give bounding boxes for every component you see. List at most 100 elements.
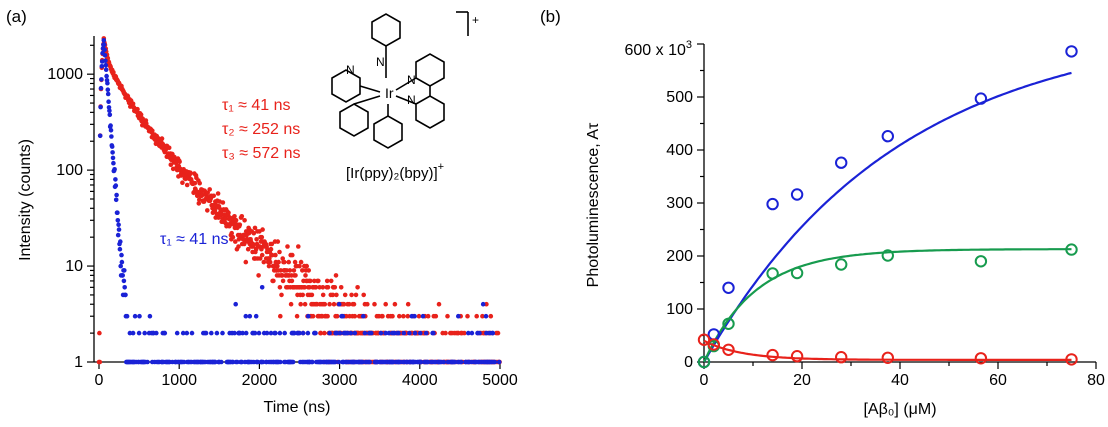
red-decay-point xyxy=(317,285,322,290)
blue-decay-point xyxy=(103,62,109,68)
blue-decay-point xyxy=(469,330,475,336)
blue-decay-point xyxy=(213,359,218,365)
blue-decay-point xyxy=(105,91,111,97)
blue-decay-point xyxy=(496,359,502,365)
red-decay-point xyxy=(205,190,210,196)
blue-decay-point xyxy=(300,330,306,336)
red-decay-point xyxy=(188,170,193,175)
blue-decay-point xyxy=(154,330,159,336)
blue-decay-point xyxy=(336,359,342,365)
red-decay-point xyxy=(287,268,293,273)
red-decay-point xyxy=(325,285,331,290)
green-fit-curve xyxy=(703,248,1072,363)
red-decay-point xyxy=(285,244,290,249)
red-decay-point xyxy=(425,313,431,319)
red-decay-point xyxy=(177,159,182,165)
red-decay-point xyxy=(322,301,328,307)
blue-decay-point xyxy=(108,128,114,133)
red-decay-point xyxy=(397,313,402,319)
blue-decay-point xyxy=(480,301,486,307)
x-tick-label: 5000 xyxy=(482,372,518,389)
red-decay-point xyxy=(252,225,258,231)
green-data-point xyxy=(697,355,711,369)
blue-decay-point xyxy=(392,330,397,336)
blue-decay-point xyxy=(219,359,224,365)
red-decay-point xyxy=(259,234,265,240)
red-decay-point xyxy=(243,259,249,265)
red-decay-point xyxy=(346,301,352,307)
red-decay-point xyxy=(309,292,315,298)
blue-decay-point xyxy=(106,105,112,110)
green-data-point xyxy=(722,317,735,330)
blue-decay-point xyxy=(292,330,297,336)
blue-data-point xyxy=(835,156,848,169)
red-decay-point xyxy=(328,278,334,284)
blue-decay-point xyxy=(122,268,127,273)
blue-decay-point xyxy=(107,108,112,114)
blue-decay-point xyxy=(107,112,113,118)
red-decay-point xyxy=(300,268,305,273)
red-decay-point xyxy=(233,239,238,244)
blue-decay-point xyxy=(255,359,261,365)
red-decay-point xyxy=(236,244,241,249)
red-lifetimes-annotation: τ₁ ≈ 41 ns τ₂ ≈ 252 ns τ₃ ≈ 572 ns xyxy=(222,97,301,162)
blue-decay-point xyxy=(174,330,180,336)
blue-fit-curve xyxy=(703,71,1072,363)
red-decay-point xyxy=(443,330,448,336)
blue-decay-point xyxy=(118,239,123,244)
red-decay-point xyxy=(233,218,239,223)
red-decay-point xyxy=(275,263,280,269)
red-decay-point xyxy=(334,313,340,319)
blue-decay-point xyxy=(383,330,389,336)
y-tick-label: 500 xyxy=(666,89,693,106)
red-decay-point xyxy=(325,313,330,319)
blue-decay-point xyxy=(277,330,283,336)
red-decay-point xyxy=(242,218,247,223)
panel-a-y-label: Intensity (counts) xyxy=(17,139,34,261)
red-decay-point xyxy=(212,208,218,213)
blue-decay-point xyxy=(145,359,150,365)
svg-text:N: N xyxy=(376,55,385,69)
red-decay-point xyxy=(257,256,263,261)
red-decay-point xyxy=(298,259,304,265)
molecule-atom-labels: N N N N Ir xyxy=(346,55,416,107)
blue-decay-point xyxy=(101,42,107,47)
red-decay-point xyxy=(256,273,261,278)
blue-decay-point xyxy=(115,218,121,223)
red-decay-point xyxy=(365,301,370,307)
red-decay-point xyxy=(278,268,284,273)
blue-decay-point xyxy=(123,292,128,298)
blue-decay-point xyxy=(119,252,124,258)
red-decay-point xyxy=(302,301,308,307)
red-decay-point xyxy=(331,301,337,307)
blue-decay-point xyxy=(118,263,123,269)
red-decay-point xyxy=(261,259,267,265)
panel-b: (b) 0 20 40 60 80 0 100 200 300 400 500 600 x 103… xyxy=(540,7,1105,418)
red-decay-point xyxy=(310,313,316,319)
red-decay-point xyxy=(226,210,231,215)
blue-decay-point xyxy=(101,38,107,43)
red-decay-point xyxy=(266,263,272,269)
red-decay-point xyxy=(355,285,360,290)
red-decay-point xyxy=(312,278,317,284)
red-decay-point xyxy=(229,230,234,236)
red-decay-point xyxy=(289,278,295,284)
blue-decay-point xyxy=(240,330,245,336)
blue-decay-point xyxy=(417,330,423,336)
blue-decay-point xyxy=(483,313,489,319)
blue-decay-point xyxy=(116,227,122,232)
red-data-point xyxy=(881,351,894,364)
blue-decay-point xyxy=(110,155,116,161)
blue-decay-point xyxy=(108,123,113,128)
blue-decay-point xyxy=(361,313,366,319)
red-decay-point xyxy=(320,292,326,298)
blue-decay-point xyxy=(116,222,121,227)
red-decay-point xyxy=(416,313,422,319)
red-decay-point xyxy=(320,285,326,290)
x-tick-label: 0 xyxy=(95,372,104,389)
red-decay-point xyxy=(292,259,298,265)
blue-decay-point xyxy=(340,313,346,319)
structure-charge: + xyxy=(472,13,479,27)
red-data-point xyxy=(722,343,735,356)
blue-decay-point xyxy=(103,67,109,72)
